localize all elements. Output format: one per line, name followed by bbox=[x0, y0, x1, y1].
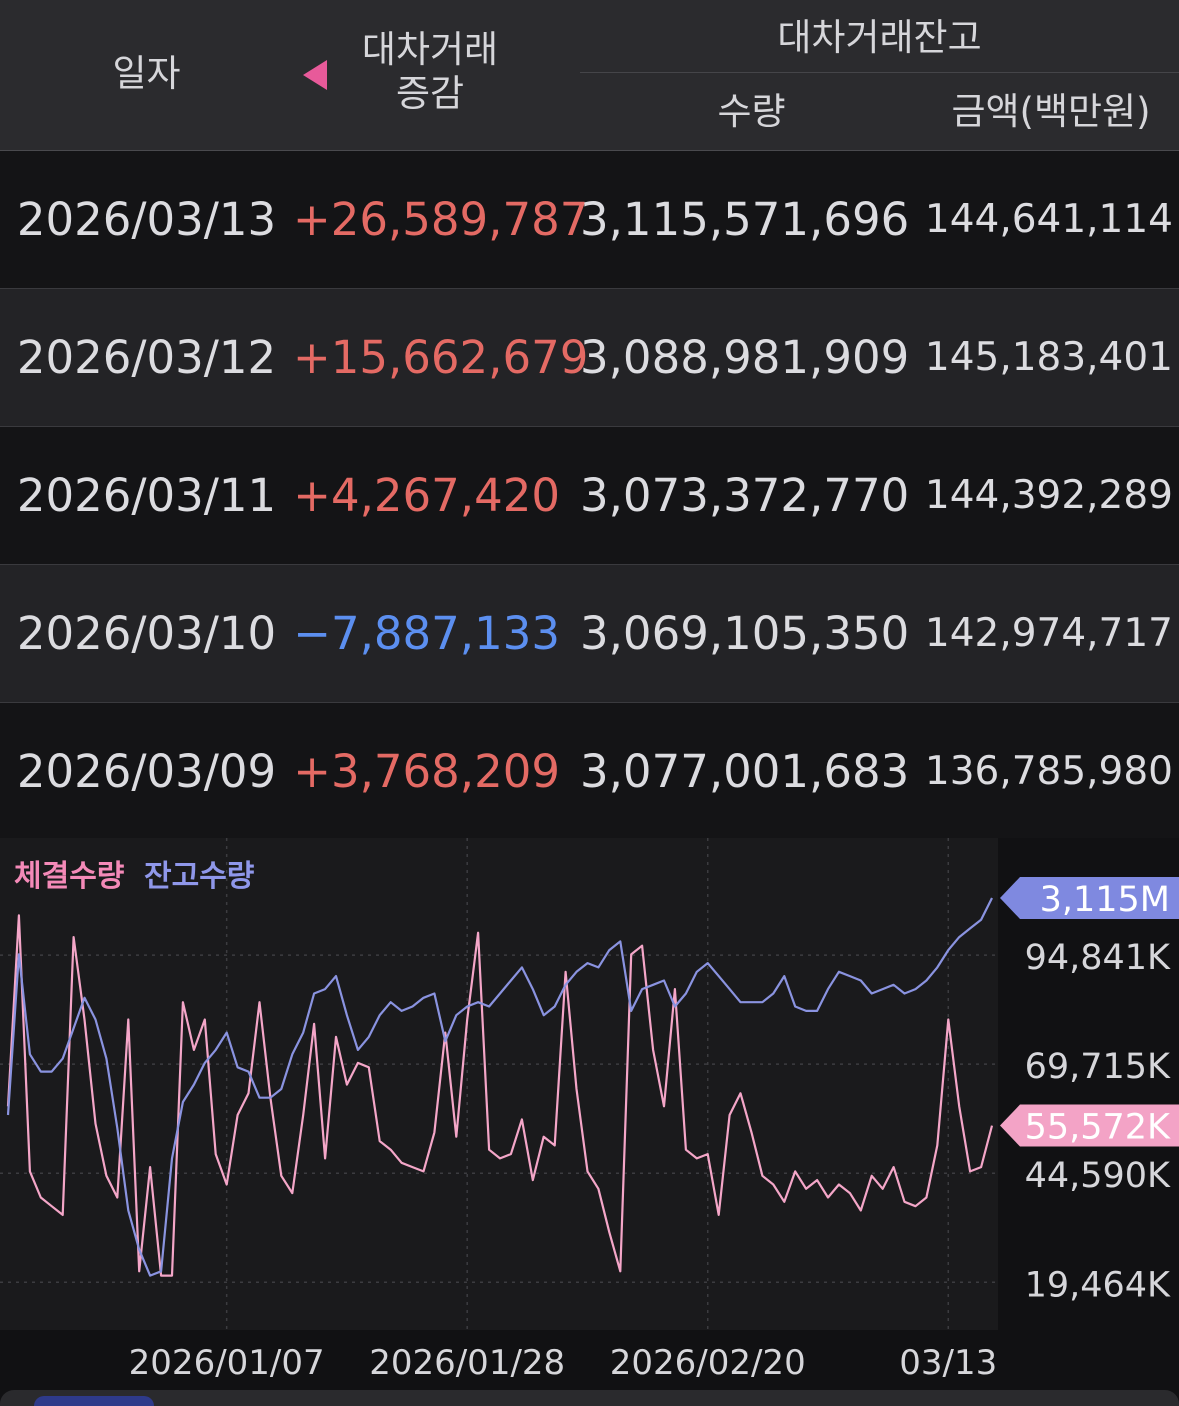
row-date: 2026/03/09 bbox=[16, 745, 277, 798]
table-header: 일자 대차거래 증감 대차거래잔고 수량 금액(백만원) bbox=[0, 0, 1179, 151]
legend-trade-volume: 체결수량 bbox=[14, 859, 125, 894]
row-change: +3,768,209 bbox=[293, 745, 560, 798]
row-change: +26,589,787 bbox=[293, 193, 589, 246]
row-change: −7,887,133 bbox=[293, 607, 560, 660]
table-row[interactable]: 2026/03/13 +26,589,787 3,115,571,696 144… bbox=[0, 151, 1179, 289]
y-tick-label: 94,841K bbox=[1025, 938, 1171, 978]
chart-panel[interactable]: 94,841K 69,715K 44,590K 19,464K 2026/01/07 2… bbox=[0, 838, 1179, 1406]
table-row[interactable]: 2026/03/11 +4,267,420 3,073,372,770 144,… bbox=[0, 427, 1179, 565]
sort-arrow-icon[interactable] bbox=[303, 60, 327, 90]
date-column-header[interactable]: 일자 bbox=[112, 52, 181, 95]
row-amount: 145,183,401 bbox=[924, 335, 1173, 380]
row-quantity: 3,077,001,683 bbox=[580, 745, 910, 798]
row-amount: 144,392,289 bbox=[924, 473, 1173, 518]
trade-last-value-tag-bg bbox=[1000, 1104, 1179, 1147]
header-divider bbox=[580, 72, 1179, 73]
quantity-column-header[interactable]: 수량 bbox=[717, 90, 786, 133]
bottom-tab-indicator[interactable] bbox=[34, 1396, 154, 1406]
lending-table: 2026/03/13 +26,589,787 3,115,571,696 144… bbox=[0, 151, 1179, 841]
row-date: 2026/03/13 bbox=[16, 193, 277, 246]
x-tick-label: 2026/01/07 bbox=[129, 1343, 325, 1383]
row-date: 2026/03/11 bbox=[16, 469, 277, 522]
change-header-line1: 대차거래 bbox=[361, 28, 499, 71]
row-date: 2026/03/12 bbox=[16, 331, 277, 384]
y-tick-label: 19,464K bbox=[1025, 1265, 1171, 1305]
change-header-line2: 증감 bbox=[395, 72, 465, 115]
table-row[interactable]: 2026/03/09 +3,768,209 3,077,001,683 136,… bbox=[0, 703, 1179, 841]
table-row[interactable]: 2026/03/12 +15,662,679 3,088,981,909 145… bbox=[0, 289, 1179, 427]
balance-last-value-tag-bg bbox=[1000, 877, 1179, 919]
balance-group-header: 대차거래잔고 bbox=[777, 16, 982, 59]
trade-last-value-tag: 55,572K bbox=[1025, 1108, 1171, 1148]
row-quantity: 3,088,981,909 bbox=[580, 331, 910, 384]
y-tick-label: 44,590K bbox=[1025, 1156, 1171, 1196]
balance-volume-line bbox=[6, 897, 993, 1277]
row-amount: 136,785,980 bbox=[924, 749, 1173, 794]
row-quantity: 3,073,372,770 bbox=[580, 469, 910, 522]
row-amount: 142,974,717 bbox=[924, 611, 1173, 656]
table-row[interactable]: 2026/03/10 −7,887,133 3,069,105,350 142,… bbox=[0, 565, 1179, 703]
y-tick-label: 69,715K bbox=[1025, 1047, 1171, 1087]
row-change: +4,267,420 bbox=[293, 469, 560, 522]
amount-column-header[interactable]: 금액(백만원) bbox=[951, 90, 1151, 133]
row-change: +15,662,679 bbox=[293, 331, 589, 384]
row-quantity: 3,069,105,350 bbox=[580, 607, 910, 660]
legend-balance-volume: 잔고수량 bbox=[144, 859, 255, 894]
plot-area bbox=[0, 838, 998, 1330]
row-quantity: 3,115,571,696 bbox=[580, 193, 910, 246]
row-date: 2026/03/10 bbox=[16, 607, 277, 660]
x-tick-label: 03/13 bbox=[899, 1343, 997, 1383]
trade-volume-line bbox=[6, 914, 994, 1277]
balance-last-value-tag: 3,115M bbox=[1040, 880, 1170, 920]
line-chart[interactable]: 94,841K 69,715K 44,590K 19,464K 2026/01/07 2… bbox=[0, 838, 1179, 1390]
row-amount: 144,641,114 bbox=[924, 197, 1173, 242]
bottom-sheet-handle[interactable] bbox=[0, 1390, 1179, 1406]
x-tick-label: 2026/02/20 bbox=[610, 1343, 806, 1383]
change-column-header[interactable]: 대차거래 증감 bbox=[303, 28, 505, 116]
x-tick-label: 2026/01/28 bbox=[369, 1343, 565, 1383]
